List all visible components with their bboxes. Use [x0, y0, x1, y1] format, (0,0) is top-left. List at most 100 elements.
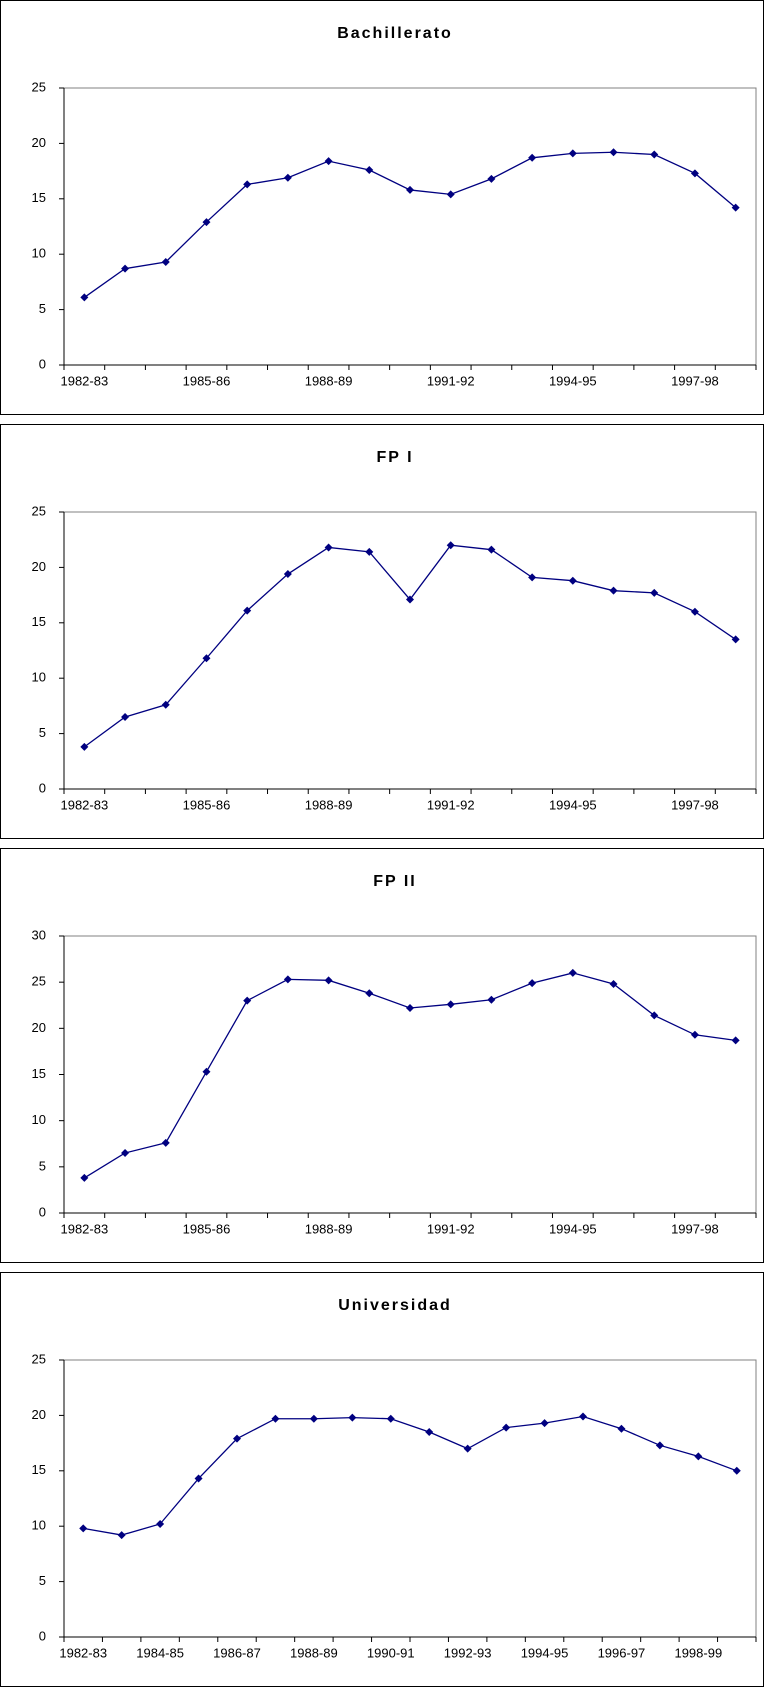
y-tick-label: 5	[39, 725, 46, 740]
data-point	[365, 989, 374, 998]
x-tick-label: 1996-97	[598, 1645, 646, 1660]
x-tick-label: 1985-86	[183, 373, 231, 388]
data-point	[243, 180, 252, 189]
data-point	[156, 1519, 165, 1528]
data-point	[202, 654, 211, 663]
data-line	[83, 1415, 738, 1536]
y-tick-label: 10	[32, 1518, 46, 1533]
data-point	[463, 1444, 472, 1453]
x-tick-label: 1997-98	[671, 373, 719, 388]
data-point	[446, 190, 455, 199]
chart-panel: Universidad 0 5 10 15 20 25 1982-83 1984-85 1986-…	[0, 1272, 764, 1687]
x-tick-label: 1988-89	[305, 373, 353, 388]
x-tick-label: 1986-87	[213, 1645, 261, 1660]
data-point	[117, 1531, 126, 1540]
data-point	[487, 545, 496, 554]
data-point	[271, 1414, 280, 1423]
x-tick-label: 1998-99	[674, 1645, 722, 1660]
data-point	[406, 1004, 414, 1013]
chart-panel: Bachillerato 0 5 10 15 20 25 1982-83 1985-86 1988…	[0, 0, 764, 415]
data-point	[121, 1148, 130, 1157]
data-point	[406, 595, 414, 604]
x-tick-label: 1991-92	[427, 1221, 475, 1236]
data-point	[161, 257, 170, 266]
data-point	[446, 541, 455, 550]
y-tick-label: 30	[32, 927, 46, 942]
data-point	[568, 968, 577, 977]
panel-frame	[0, 0, 764, 415]
data-point	[568, 576, 577, 585]
x-tick-label: 1985-86	[183, 1221, 231, 1236]
data-point	[487, 995, 496, 1004]
data-point	[568, 149, 577, 158]
y-tick-label: 5	[39, 1158, 46, 1173]
x-tick-label: 1982-83	[60, 1221, 108, 1236]
data-point	[731, 1036, 740, 1045]
data-point	[528, 153, 537, 162]
data-point	[579, 1412, 587, 1421]
data-point	[324, 157, 333, 166]
y-tick-label: 20	[32, 559, 46, 574]
y-tick-label: 5	[39, 301, 46, 316]
y-tick-label: 5	[39, 1573, 46, 1588]
data-point	[528, 979, 537, 988]
data-point	[79, 1524, 88, 1533]
y-tick-label: 0	[39, 780, 46, 795]
x-tick-label: 1991-92	[427, 373, 475, 388]
data-point	[609, 980, 618, 989]
x-tick-label: 1985-86	[183, 797, 231, 812]
data-point	[283, 173, 292, 182]
data-point	[283, 570, 292, 579]
y-tick-label: 20	[32, 1407, 46, 1422]
x-tick-label: 1990-91	[367, 1645, 415, 1660]
data-point	[202, 218, 211, 227]
data-point	[609, 148, 618, 157]
x-tick-label: 1994-95	[549, 1221, 597, 1236]
data-point	[617, 1424, 626, 1433]
y-tick-label: 0	[39, 1628, 46, 1643]
y-tick-label: 15	[32, 614, 46, 629]
y-tick-label: 25	[32, 503, 46, 518]
y-tick-label: 25	[32, 79, 46, 94]
data-point	[609, 586, 618, 595]
data-point	[243, 606, 252, 615]
data-point	[732, 1466, 741, 1475]
chart-panel: FP I 0 5 10 15 20 25 1982-83 1985-86 1988-89 1991-…	[0, 424, 764, 839]
data-point	[487, 174, 496, 183]
y-tick-label: 10	[32, 670, 46, 685]
data-point	[348, 1413, 357, 1422]
x-tick-label: 1994-95	[549, 797, 597, 812]
y-tick-label: 10	[32, 246, 46, 261]
x-tick-label: 1994-95	[521, 1645, 569, 1660]
panel-frame	[0, 424, 764, 839]
data-point	[406, 185, 414, 194]
x-tick-label: 1984-85	[136, 1645, 184, 1660]
data-point	[446, 1000, 455, 1009]
x-tick-label: 1992-93	[444, 1645, 492, 1660]
y-tick-label: 20	[32, 135, 46, 150]
data-point	[121, 264, 130, 273]
data-point	[324, 976, 333, 985]
panel-frame	[0, 848, 764, 1263]
data-point	[528, 573, 537, 582]
x-tick-label: 1982-83	[59, 1645, 107, 1660]
data-point	[283, 975, 292, 984]
x-tick-label: 1997-98	[671, 1221, 719, 1236]
y-tick-label: 0	[39, 1204, 46, 1219]
y-tick-label: 15	[32, 190, 46, 205]
data-point	[690, 1030, 699, 1039]
data-point	[386, 1414, 395, 1423]
y-tick-label: 25	[32, 1351, 46, 1366]
y-tick-label: 20	[32, 1020, 46, 1035]
data-point	[690, 169, 699, 178]
data-point	[161, 700, 170, 709]
data-point	[540, 1419, 549, 1428]
data-point	[690, 607, 699, 616]
y-tick-label: 10	[32, 1112, 46, 1127]
data-point	[650, 150, 659, 159]
data-point	[80, 1173, 89, 1182]
data-point	[731, 635, 740, 644]
x-tick-label: 1991-92	[427, 797, 475, 812]
y-tick-label: 25	[32, 974, 46, 989]
